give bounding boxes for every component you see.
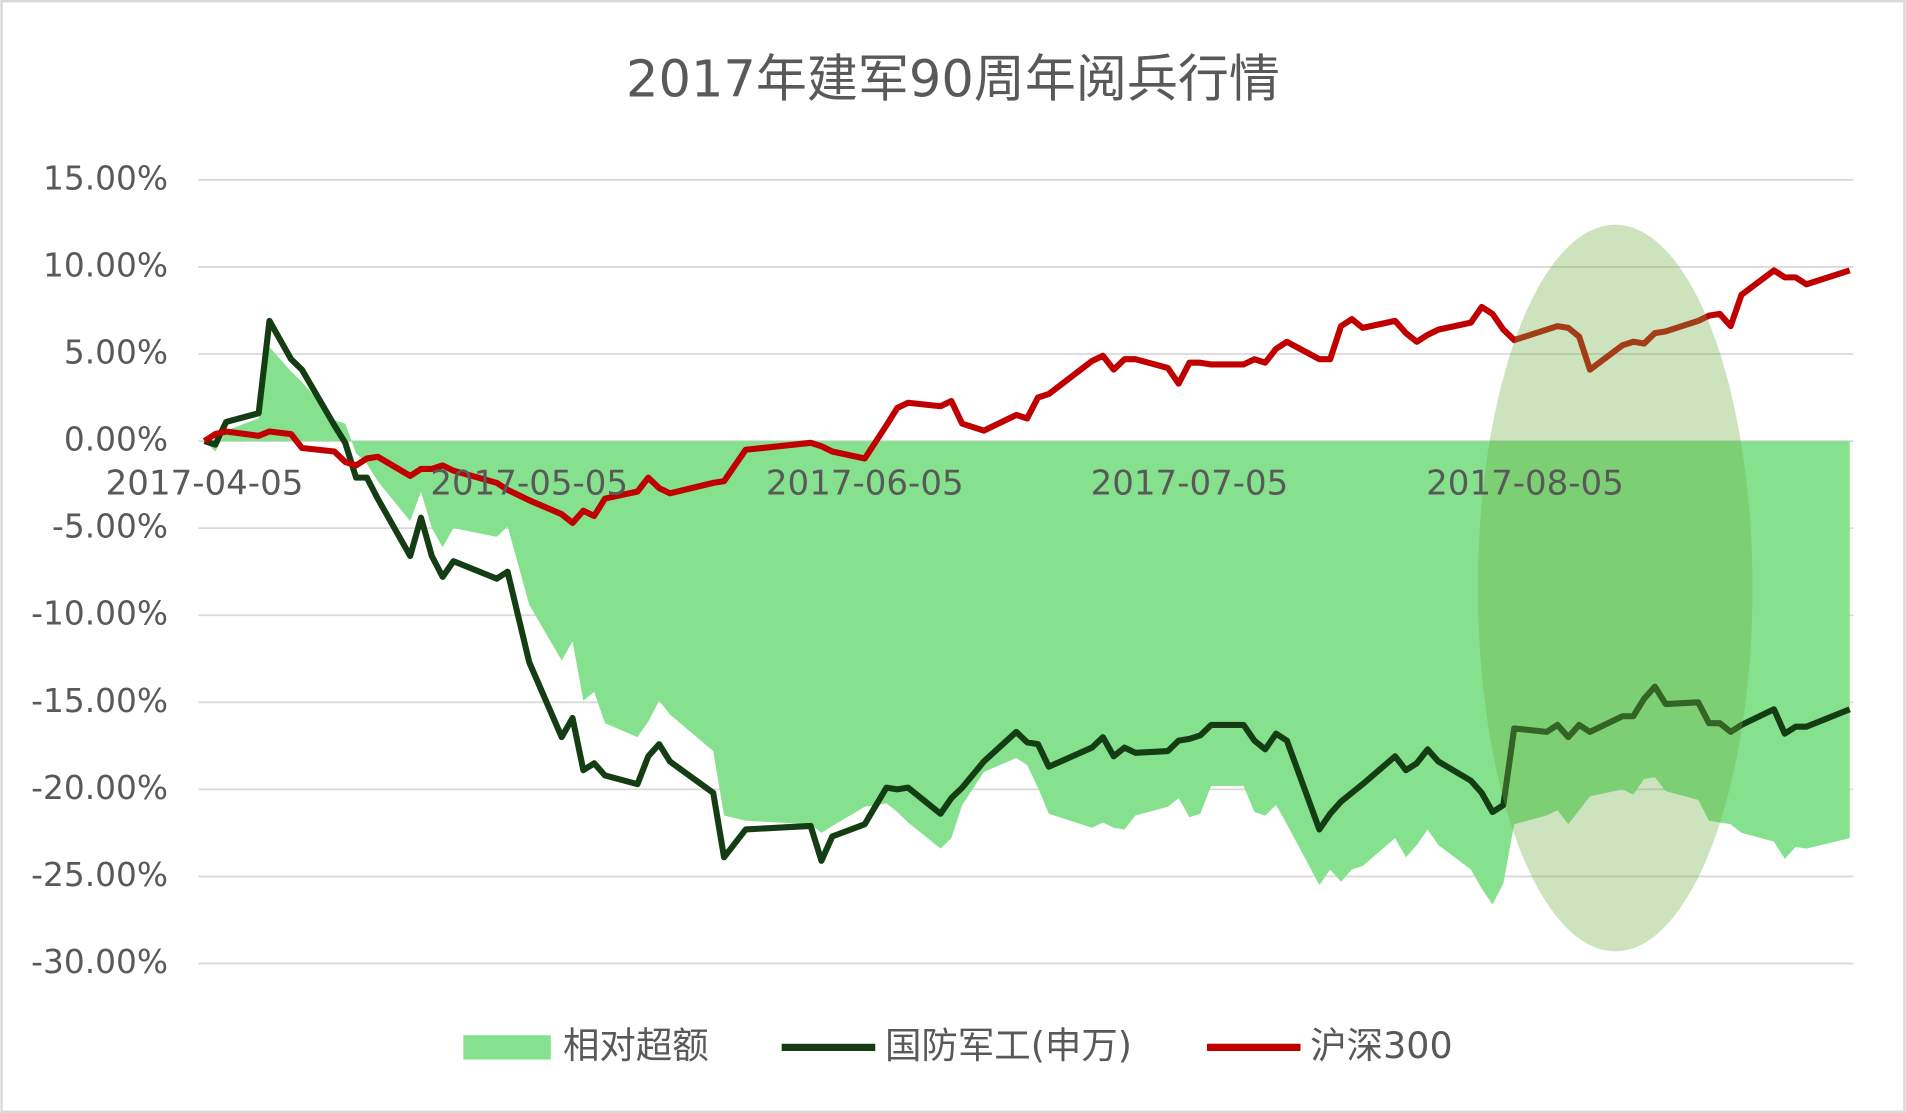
line [202,267,1851,526]
x-tick-label: 2017-04-05 [106,463,304,503]
x-tick-label: 2017-06-05 [766,463,964,503]
legend-label: 沪深300 [1310,1024,1452,1067]
y-tick-label: 15.00% [43,159,168,197]
plot [202,267,1851,905]
legend-label: 国防军工(申万) [885,1024,1132,1067]
y-tick-label: -25.00% [31,856,168,894]
y-tick-label: -5.00% [52,508,168,546]
x-tick-label: 2017-08-05 [1426,463,1624,503]
y-tick-label: 5.00% [64,333,168,371]
x-tick-label: 2017-05-05 [430,463,628,503]
y-tick-label: -30.00% [31,943,168,981]
y-tick-label: -10.00% [31,595,168,633]
x-tick-label: 2017-07-05 [1091,463,1289,503]
y-tick-label: 0.00% [64,421,168,459]
y-tick-label: -15.00% [31,682,168,720]
line [203,317,1851,864]
highlight-ellipse [1477,224,1753,952]
y-tick-label: 10.00% [43,246,168,284]
legend-label: 相对超额 [563,1024,709,1067]
legend-swatch [463,1035,551,1060]
legend: 相对超额 国防军工(申万) 沪深300 [463,1024,1453,1067]
y-tick-label: -20.00% [31,769,168,807]
chart-title: 2017年建军90周年阅兵行情 [626,51,1280,110]
labels: 15.00% 10.00% 5.00% 0.00% -5.00% -10.00% -15.0… [31,159,1624,981]
